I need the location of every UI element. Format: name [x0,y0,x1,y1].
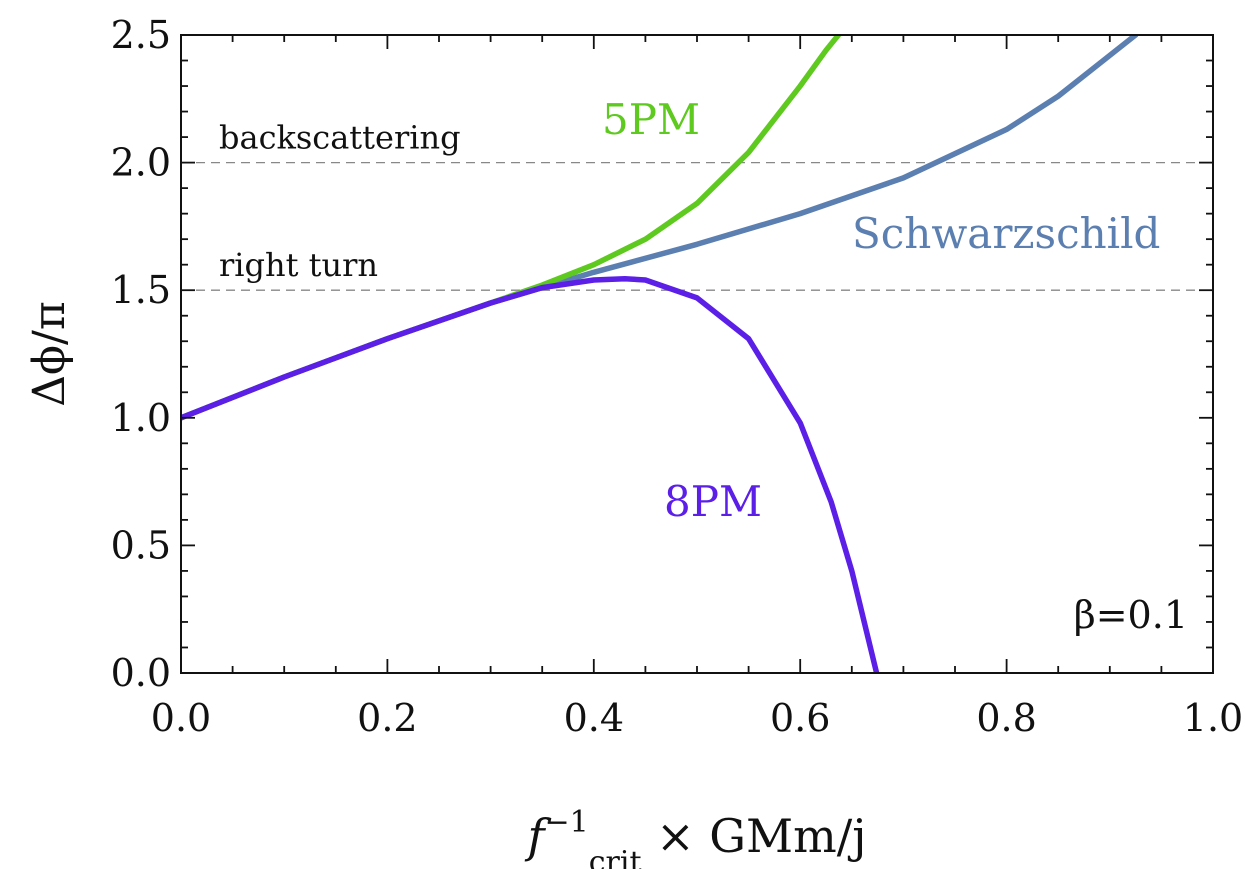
reference-line-label-1: right turn [219,246,378,284]
y-tick-label: 1.5 [111,268,171,312]
x-axis-title-sub: crit [589,845,642,869]
x-axis-title-rest: × GMm/j [642,809,867,863]
y-tick-label: 2.0 [111,141,171,185]
x-axis-title-sup: −1 [544,805,588,840]
reference-lines [181,161,1213,291]
labels-layer: backscattering right turn Schwarzschild 5PM… [219,95,1160,526]
x-tick-label: 0.6 [770,696,830,740]
y-tick-label: 0.0 [111,651,171,695]
y-tick-label: 1.0 [111,396,171,440]
y-tick-label: 0.5 [111,523,171,567]
series-label-schwarzschild: Schwarzschild [852,209,1160,258]
series-layer [181,35,1139,673]
reference-line-label-0: backscattering [219,119,461,157]
x-tick-label: 0.2 [357,696,417,740]
y-axis-title: Δϕ/π [24,301,75,407]
ticks-layer: 0.0 0.2 0.4 0.6 0.8 1.0 0.0 0.5 1.0 1.5 2.0 2.5 [111,13,1244,740]
plot-frame [180,34,1214,674]
series-line-8pm [181,275,880,673]
x-tick-label: 0.4 [564,696,624,740]
series-label-8pm: 8PM [664,477,762,526]
x-tick-label: 0.8 [976,696,1036,740]
y-tick-label: 2.5 [111,13,171,57]
series-label-5pm: 5PM [602,95,700,144]
x-tick-label: 0.0 [151,696,211,740]
x-tick-label: 1.0 [1183,696,1243,740]
beta-annotation: β=0.1 [1074,593,1188,637]
x-axis-title: f−1crit × GMm/j [524,805,866,869]
